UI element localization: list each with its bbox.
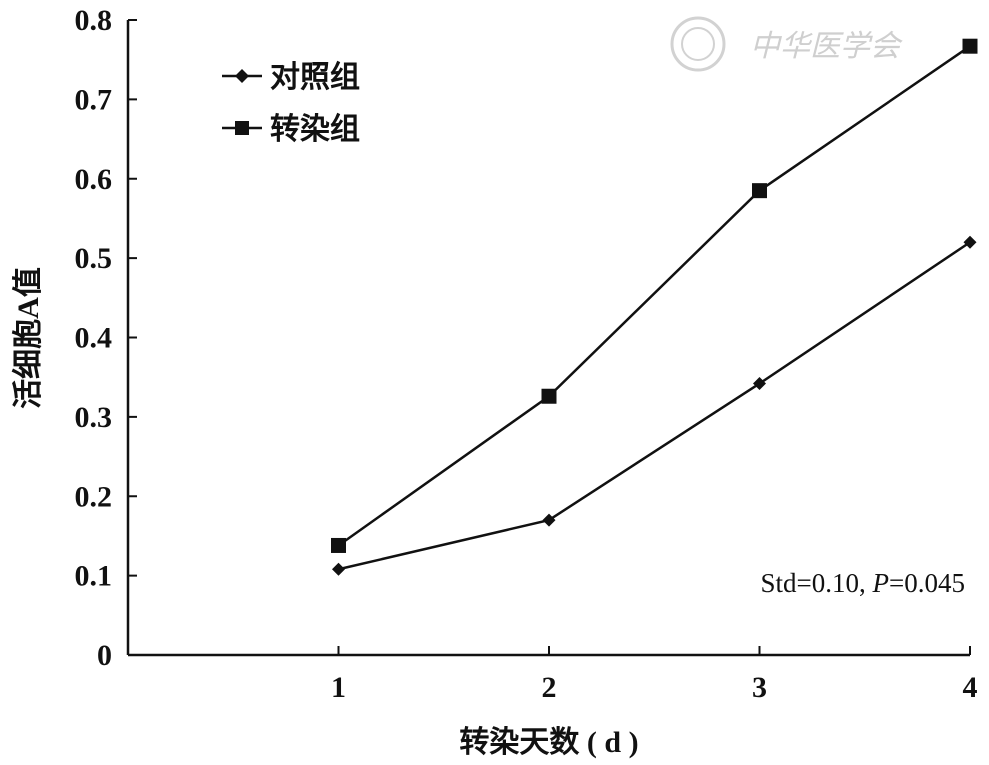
y-tick-label: 0.7 — [75, 83, 113, 116]
watermark-seal-icon — [670, 16, 726, 72]
y-tick-label: 0.2 — [75, 480, 113, 513]
diamond-point — [542, 513, 556, 527]
x-tick-label: 2 — [542, 671, 557, 704]
square-point — [331, 537, 346, 553]
diamond-point — [332, 562, 345, 576]
x-tick-label: 4 — [963, 671, 978, 704]
legend-item-transfected: 转染组 — [222, 112, 360, 146]
square-point — [541, 388, 557, 404]
watermark: 中华医学会 — [670, 16, 903, 72]
legend: 对照组 转染组 — [222, 60, 360, 146]
series-line-1 — [337, 45, 971, 547]
stats-annotation: Std=0.10, P=0.045 — [761, 568, 965, 598]
series-layer — [331, 38, 978, 576]
y-tick-label: 0.8 — [75, 4, 113, 37]
x-axis-title: 转染天数 ( d ) — [459, 726, 638, 759]
square-point — [752, 183, 767, 199]
diamond-point — [753, 377, 766, 391]
x-ticks: 1 2 3 4 — [331, 646, 978, 704]
axes — [126, 20, 970, 657]
watermark-text: 中华医学会 — [750, 29, 903, 64]
diamond-point — [963, 235, 977, 249]
y-axis-title: 活细胞A值 — [12, 267, 45, 409]
y-tick-label: 0.3 — [75, 401, 113, 434]
y-tick-label: 0.5 — [75, 242, 113, 275]
series-line-0 — [338, 241, 971, 571]
y-tick-label: 0 — [97, 639, 112, 672]
y-tick-label: 0.1 — [75, 560, 113, 593]
legend-item-control: 对照组 — [222, 60, 360, 94]
y-tick-label: 0.4 — [75, 322, 113, 355]
legend-label-transfected: 转染组 — [270, 112, 360, 146]
x-tick-label: 1 — [331, 671, 346, 704]
legend-label-control: 对照组 — [270, 60, 360, 94]
legend-diamond-marker — [235, 69, 249, 83]
square-point — [962, 38, 978, 54]
y-ticks: 0 0.1 0.2 0.3 0.4 0.5 0.6 0.7 0.8 — [75, 4, 137, 672]
y-tick-label: 0.6 — [75, 163, 113, 196]
x-tick-label: 3 — [752, 671, 767, 704]
legend-square-marker — [235, 121, 249, 135]
